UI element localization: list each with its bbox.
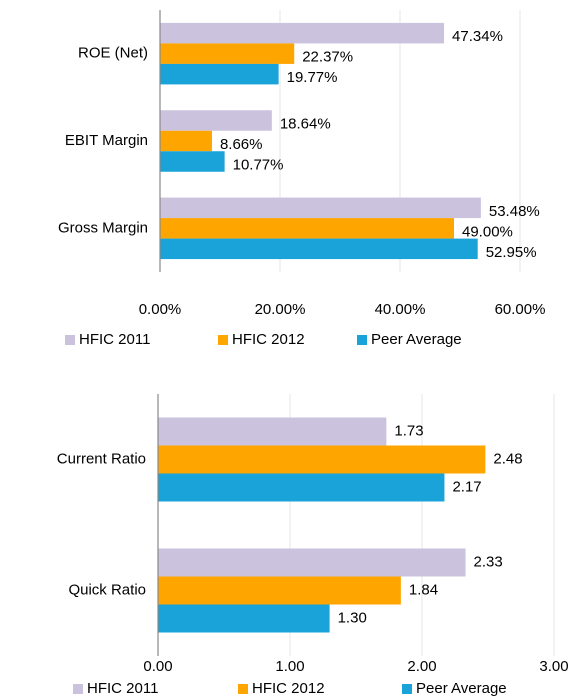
bar: [158, 473, 445, 502]
category-label: Quick Ratio: [68, 581, 146, 598]
x-tick-label: 40.00%: [375, 301, 426, 318]
category-label: EBIT Margin: [65, 132, 148, 149]
data-label: 1.73: [394, 422, 423, 439]
bar: [158, 548, 466, 577]
legend-label: HFIC 2012: [252, 680, 325, 697]
x-tick-label: 20.00%: [255, 301, 306, 318]
x-tick-label: 1.00: [275, 658, 304, 675]
data-label: 22.37%: [302, 49, 353, 66]
x-tick-label: 0.00: [143, 658, 172, 675]
legend-label: HFIC 2011: [79, 331, 150, 348]
legend-swatch: [238, 684, 248, 694]
category-label: Gross Margin: [58, 219, 148, 236]
legend-label: Peer Average: [416, 680, 507, 697]
x-tick-label: 0.00%: [139, 301, 182, 318]
legend-label: HFIC 2011: [87, 680, 158, 697]
bar: [160, 197, 481, 219]
x-tick-label: 2.00: [407, 658, 436, 675]
bar: [160, 151, 225, 172]
bar: [160, 63, 279, 85]
data-label: 2.17: [452, 478, 481, 495]
bar: [160, 218, 454, 239]
legend-swatch: [402, 684, 412, 694]
category-label: ROE (Net): [78, 45, 148, 62]
bar: [158, 576, 401, 605]
data-label: 1.84: [409, 581, 438, 598]
data-label: 10.77%: [233, 156, 284, 173]
bar: [158, 417, 387, 446]
x-tick-label: 3.00: [539, 658, 568, 675]
data-label: 49.00%: [462, 223, 513, 240]
data-label: 8.66%: [220, 136, 263, 153]
x-tick-label: 60.00%: [495, 301, 546, 318]
legend-swatch: [357, 335, 367, 345]
data-label: 18.64%: [280, 115, 331, 132]
data-label: 2.48: [493, 450, 522, 467]
bar: [158, 604, 330, 633]
data-label: 52.95%: [486, 244, 537, 261]
legend-label: Peer Average: [371, 331, 462, 348]
bar: [160, 130, 212, 152]
bar: [160, 22, 445, 44]
data-label: 19.77%: [287, 69, 338, 86]
legend-swatch: [218, 335, 228, 345]
bar: [158, 445, 486, 474]
legend-swatch: [65, 335, 75, 345]
legend-label: HFIC 2012: [232, 331, 305, 348]
data-label: 2.33: [474, 553, 503, 570]
bar: [160, 110, 272, 131]
category-label: Current Ratio: [57, 450, 146, 467]
legend-swatch: [73, 684, 83, 694]
bar: [160, 43, 295, 64]
data-label: 53.48%: [489, 203, 540, 220]
data-label: 1.30: [338, 609, 367, 626]
data-label: 47.34%: [452, 28, 503, 45]
bar: [160, 238, 478, 260]
